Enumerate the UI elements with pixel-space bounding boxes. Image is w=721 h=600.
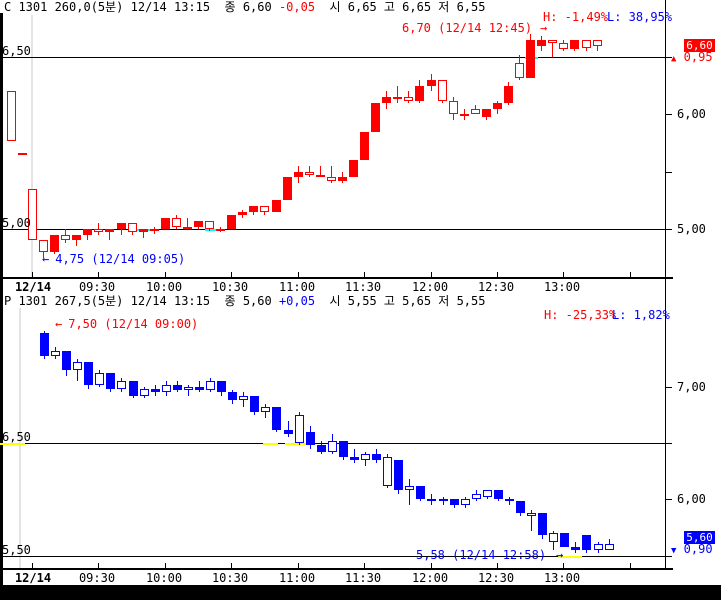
put-low-percent: L: 1,82% bbox=[612, 308, 670, 322]
time-label: 12/14 bbox=[14, 280, 52, 294]
time-label: 13:00 bbox=[543, 280, 581, 294]
call-low-percent: L: 38,95% bbox=[607, 10, 673, 24]
call-day-change: ▲ 0,95 bbox=[671, 51, 713, 66]
price-label-right: 7,00 bbox=[677, 380, 706, 394]
time-label: 11:30 bbox=[344, 280, 382, 294]
call-chart-plot[interactable] bbox=[3, 15, 665, 277]
price-label-left: 6,50 bbox=[2, 430, 31, 444]
call-low-annotation: ← 4,75 (12/14 09:05) bbox=[42, 253, 185, 266]
put-low-annotation-text: 5,58 (12/14 12:58) bbox=[416, 548, 547, 562]
price-label-right: 6,00 bbox=[677, 492, 706, 506]
down-triangle-icon: ▼ bbox=[671, 546, 677, 556]
price-label-left: 5,50 bbox=[2, 543, 31, 557]
put-day-change-value: 0,90 bbox=[683, 542, 713, 556]
put-low-annotation: 5,58 (12/14 12:58) → bbox=[416, 549, 563, 562]
put-header-ohl: 시 5,55 고 5,65 저 5,55 bbox=[315, 294, 486, 308]
time-label: 12:30 bbox=[477, 280, 515, 294]
put-chart-plot[interactable] bbox=[3, 308, 665, 568]
price-label-left: 5,00 bbox=[2, 216, 31, 230]
left-arrow-icon: ← bbox=[42, 252, 50, 266]
call-header-change: -0,05 bbox=[278, 0, 316, 14]
put-chart-header: P 1301 267,5(5분) 12/14 13:15 종 5,60 +0,0… bbox=[4, 295, 485, 308]
time-label: 12/14 bbox=[14, 571, 52, 585]
time-label: 10:00 bbox=[145, 280, 183, 294]
put-high-percent: H: -25,33% bbox=[544, 308, 617, 322]
call-last-price-badge: 6,60 bbox=[684, 39, 715, 52]
right-arrow-icon: → bbox=[540, 21, 548, 35]
time-label: 12:00 bbox=[411, 571, 449, 585]
chart-panel bbox=[0, 0, 721, 585]
time-label: 12:00 bbox=[411, 280, 449, 294]
call-high-percent: H: -1,49% bbox=[543, 10, 609, 24]
put-header-main: P 1301 267,5(5분) 12/14 13:15 종 5,60 bbox=[4, 294, 279, 308]
time-label: 12:30 bbox=[477, 571, 515, 585]
call-high-annotation: 6,70 (12/14 12:45) → bbox=[402, 22, 547, 35]
left-arrow-icon: ← bbox=[55, 317, 63, 331]
put-day-change: ▼ 0,90 bbox=[671, 543, 713, 558]
time-label: 11:30 bbox=[344, 571, 382, 585]
time-label: 10:30 bbox=[211, 571, 249, 585]
price-label-left: 6,50 bbox=[2, 44, 31, 58]
time-label: 11:00 bbox=[278, 571, 316, 585]
left-border bbox=[0, 13, 3, 585]
time-label: 09:30 bbox=[78, 571, 116, 585]
price-label-right: 6,00 bbox=[677, 107, 706, 121]
time-label: 11:00 bbox=[278, 280, 316, 294]
put-last-price-badge: 5,60 bbox=[684, 531, 715, 544]
call-header-ohl: 시 6,65 고 6,65 저 6,55 bbox=[315, 0, 486, 14]
time-label: 10:30 bbox=[211, 280, 249, 294]
time-label: 13:00 bbox=[543, 571, 581, 585]
right-arrow-icon: → bbox=[556, 548, 564, 562]
call-header-main: C 1301 260,0(5분) 12/14 13:15 종 6,60 bbox=[4, 0, 279, 14]
call-chart-header: C 1301 260,0(5분) 12/14 13:15 종 6,60 -0,0… bbox=[4, 1, 485, 14]
put-header-change: +0,05 bbox=[278, 294, 316, 308]
time-label: 10:00 bbox=[145, 571, 183, 585]
time-label: 09:30 bbox=[78, 280, 116, 294]
up-triangle-icon: ▲ bbox=[671, 54, 677, 64]
put-open-high-annotation: ← 7,50 (12/14 09:00) bbox=[55, 318, 198, 331]
price-label-right: 5,00 bbox=[677, 222, 706, 236]
call-high-annotation-text: 6,70 (12/14 12:45) bbox=[402, 21, 533, 35]
put-open-high-annotation-text: 7,50 (12/14 09:00) bbox=[68, 317, 199, 331]
call-day-change-value: 0,95 bbox=[683, 50, 713, 64]
call-low-annotation-text: 4,75 (12/14 09:05) bbox=[55, 252, 186, 266]
